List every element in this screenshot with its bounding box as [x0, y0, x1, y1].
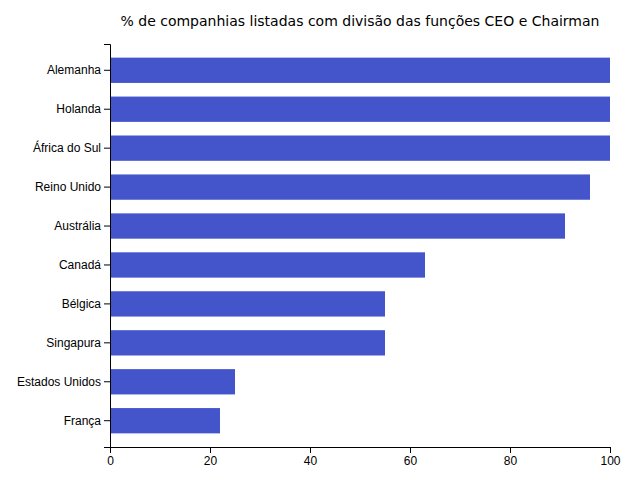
tick-mark [310, 447, 311, 453]
tick-label: 80 [504, 454, 518, 468]
y-tick: Alemanha [47, 63, 110, 77]
tick-label: 0 [107, 454, 114, 468]
tick-mark [104, 187, 110, 188]
chart-title: % de companhias listadas com divisão das… [121, 13, 600, 29]
x-tick: 80 [504, 447, 518, 468]
bar [110, 97, 610, 122]
y-tick: Estados Unidos [17, 375, 110, 389]
plot-area: 0 20 40 60 80 100 Alemanha Holanda África do Sul… [17, 45, 621, 468]
y-tick: Singapura [46, 336, 110, 350]
tick-label: França [64, 414, 102, 428]
tick-label: Holanda [56, 102, 101, 116]
tick-label: 100 [600, 454, 620, 468]
x-axis: 0 20 40 60 80 100 [107, 447, 621, 468]
tick-label: Estados Unidos [17, 375, 101, 389]
x-tick: 60 [404, 447, 418, 468]
tick-label: Alemanha [47, 63, 101, 77]
bars [110, 58, 610, 434]
tick-label: 40 [304, 454, 318, 468]
y-tick: Reino Unido [35, 180, 110, 194]
bar [110, 58, 610, 83]
y-axis: Alemanha Holanda África do Sul Reino Unido A… [17, 45, 111, 448]
chart-svg: 0 20 40 60 80 100 Alemanha Holanda África do Sul… [0, 0, 640, 483]
y-tick: Holanda [56, 102, 110, 116]
axis-domain [104, 45, 111, 448]
tick-label: África do Sul [33, 140, 101, 155]
tick-label: Bélgica [62, 297, 102, 311]
tick-mark [104, 70, 110, 71]
tick-mark [410, 447, 411, 453]
tick-label: Canadá [59, 258, 101, 272]
y-tick: Bélgica [62, 297, 110, 311]
bar [110, 330, 385, 355]
y-tick: França [64, 414, 110, 428]
tick-mark [104, 342, 110, 343]
x-tick: 0 [107, 447, 114, 468]
bar [110, 408, 220, 433]
tick-mark [104, 420, 110, 421]
bar [110, 291, 385, 316]
x-tick: 40 [304, 447, 318, 468]
tick-label: Singapura [46, 336, 101, 350]
tick-mark [104, 381, 110, 382]
tick-mark [104, 264, 110, 265]
tick-label: Austrália [54, 219, 101, 233]
x-tick: 100 [600, 447, 620, 468]
tick-mark [104, 226, 110, 227]
bar [110, 174, 590, 199]
y-tick: Austrália [54, 219, 110, 233]
bar [110, 252, 425, 277]
tick-label: 60 [404, 454, 418, 468]
tick-mark [104, 148, 110, 149]
tick-mark [210, 447, 211, 453]
tick-label: 20 [204, 454, 218, 468]
bar [110, 369, 235, 394]
bar [110, 213, 565, 238]
x-tick: 20 [204, 447, 218, 468]
bar [110, 136, 610, 161]
tick-mark [104, 109, 110, 110]
y-tick: África do Sul [33, 140, 110, 155]
tick-mark [610, 447, 611, 453]
tick-label: Reino Unido [35, 180, 101, 194]
y-tick: Canadá [59, 258, 110, 272]
axis-domain [111, 448, 611, 454]
tick-mark [510, 447, 511, 453]
tick-mark [104, 303, 110, 304]
